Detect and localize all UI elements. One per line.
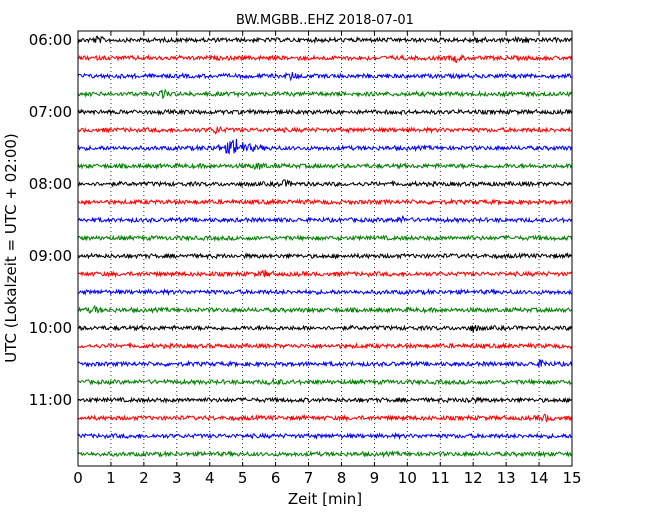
x-tick-label: 2 bbox=[139, 469, 149, 487]
seismic-trace bbox=[77, 431, 572, 441]
seismic-trace bbox=[77, 138, 573, 155]
x-grid bbox=[110, 31, 540, 466]
x-axis-label: Zeit [min] bbox=[288, 490, 362, 508]
x-tick-label: 9 bbox=[370, 469, 380, 487]
y-tick-label: 11:00 bbox=[29, 391, 72, 409]
plot-frame bbox=[77, 30, 573, 467]
seismic-trace bbox=[77, 323, 572, 333]
x-tick-label: 10 bbox=[398, 469, 417, 487]
seismic-trace bbox=[77, 35, 572, 45]
seismic-trace bbox=[77, 396, 572, 405]
seismic-trace bbox=[77, 251, 572, 261]
seismic-trace bbox=[77, 214, 573, 225]
x-tick-label: 11 bbox=[431, 469, 450, 487]
y-axis-label: UTC (Lokalzeit = UTC + 02:00) bbox=[2, 133, 20, 363]
chart-title: BW.MGBB..EHZ 2018-07-01 bbox=[236, 13, 414, 28]
seismic-trace bbox=[77, 107, 573, 116]
seismic-trace bbox=[77, 287, 572, 297]
y-tick-label: 09:00 bbox=[29, 247, 72, 265]
x-tick-label: 15 bbox=[562, 469, 581, 487]
x-tick-label: 4 bbox=[205, 469, 215, 487]
y-tick-label: 06:00 bbox=[29, 31, 72, 49]
seismic-trace bbox=[77, 377, 572, 387]
seismic-trace bbox=[77, 197, 573, 206]
seismic-trace bbox=[77, 53, 573, 64]
y-tick-label: 07:00 bbox=[29, 103, 72, 121]
seismic-trace bbox=[77, 269, 573, 279]
x-tick-label: 6 bbox=[271, 469, 281, 487]
seismic-trace bbox=[77, 341, 573, 350]
x-tick-label: 7 bbox=[304, 469, 314, 487]
x-ticks: 0 1 2 3 4 5 6 7 8 9 10 11 12 13 14 15 bbox=[73, 31, 582, 487]
x-tick-label: 1 bbox=[106, 469, 116, 487]
x-tick-label: 8 bbox=[337, 469, 347, 487]
seismic-trace bbox=[77, 71, 572, 82]
seismic-trace bbox=[77, 88, 573, 100]
seismic-trace bbox=[77, 234, 573, 243]
y-ticks: 06:00 07:00 08:00 09:00 10:00 11:00 bbox=[29, 31, 572, 409]
seismic-trace bbox=[77, 178, 572, 188]
x-tick-label: 14 bbox=[530, 469, 549, 487]
seismic-trace bbox=[77, 359, 573, 369]
traces bbox=[77, 35, 573, 459]
x-tick-label: 3 bbox=[172, 469, 182, 487]
x-tick-label: 12 bbox=[464, 469, 483, 487]
y-tick-label: 08:00 bbox=[29, 175, 72, 193]
seismic-trace bbox=[77, 449, 573, 459]
seismic-trace bbox=[77, 161, 573, 171]
x-tick-label: 0 bbox=[73, 469, 83, 487]
seismic-trace bbox=[77, 125, 572, 135]
y-tick-label: 10:00 bbox=[29, 319, 72, 337]
x-tick-label: 5 bbox=[238, 469, 248, 487]
seismic-trace bbox=[77, 413, 573, 423]
seismic-trace bbox=[77, 304, 573, 315]
x-tick-label: 13 bbox=[497, 469, 516, 487]
